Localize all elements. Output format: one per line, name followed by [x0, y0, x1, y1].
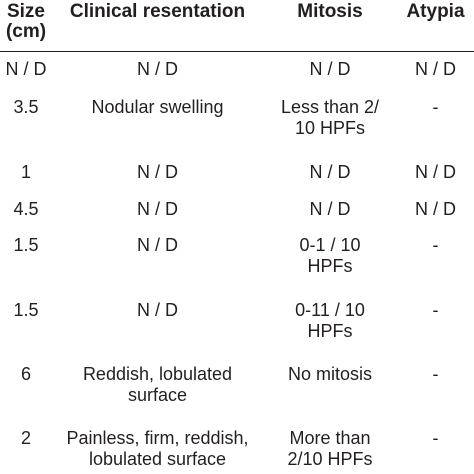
cell-size: 3.5: [13, 97, 39, 117]
cell-clinical-presentation: Nodular swelling: [91, 97, 224, 117]
header-size-label: Size: [6, 1, 46, 22]
cell-atypia: N / D: [414, 199, 456, 219]
cell-atypia: -: [432, 364, 439, 384]
header-rule: [0, 51, 474, 52]
cell-mitosis: N / D: [309, 59, 351, 79]
cell-size: 4.5: [13, 199, 39, 219]
header-clinical-presentation: Clinical resentation: [69, 1, 246, 22]
cell-atypia: -: [432, 300, 439, 320]
cell-atypia: N / D: [414, 162, 456, 182]
cell-size: 6: [20, 364, 31, 384]
cell-size: 1: [20, 162, 31, 182]
header-size-unit: (cm): [5, 21, 47, 42]
cell-mitosis: More than 2/10 HPFs: [287, 428, 373, 469]
cell-size: 1.5: [13, 300, 39, 320]
cell-clinical-presentation: Painless, firm, reddish, lobulated surfac…: [66, 428, 249, 469]
header-atypia: Atypia: [406, 1, 465, 22]
header-mitosis: Mitosis: [297, 1, 363, 22]
cell-atypia: -: [432, 235, 439, 255]
cell-atypia: -: [432, 428, 439, 448]
cell-clinical-presentation: N / D: [136, 162, 178, 182]
cell-mitosis: 0-1 / 10 HPFs: [299, 235, 361, 276]
cell-clinical-presentation: Reddish, lobulated surface: [82, 364, 233, 405]
cell-clinical-presentation: N / D: [136, 199, 178, 219]
cell-size: 1.5: [13, 235, 39, 255]
cell-size: 2: [20, 428, 31, 448]
cell-clinical-presentation: N / D: [136, 300, 178, 320]
cell-clinical-presentation: N / D: [136, 59, 178, 79]
cell-atypia: -: [432, 97, 439, 117]
cell-mitosis: No mitosis: [287, 364, 372, 384]
cell-size: N / D: [5, 59, 47, 79]
cell-clinical-presentation: N / D: [136, 235, 178, 255]
cell-mitosis: 0-11 / 10 HPFs: [295, 300, 365, 341]
table-header: Size (cm) Clinical resentation Mitosis A…: [0, 0, 474, 51]
cell-mitosis: N / D: [309, 199, 351, 219]
header-size: Size (cm): [0, 2, 52, 42]
cell-mitosis: Less than 2/10 HPFs: [280, 97, 380, 138]
cell-mitosis: N / D: [309, 162, 351, 182]
cell-atypia: N / D: [414, 59, 456, 79]
